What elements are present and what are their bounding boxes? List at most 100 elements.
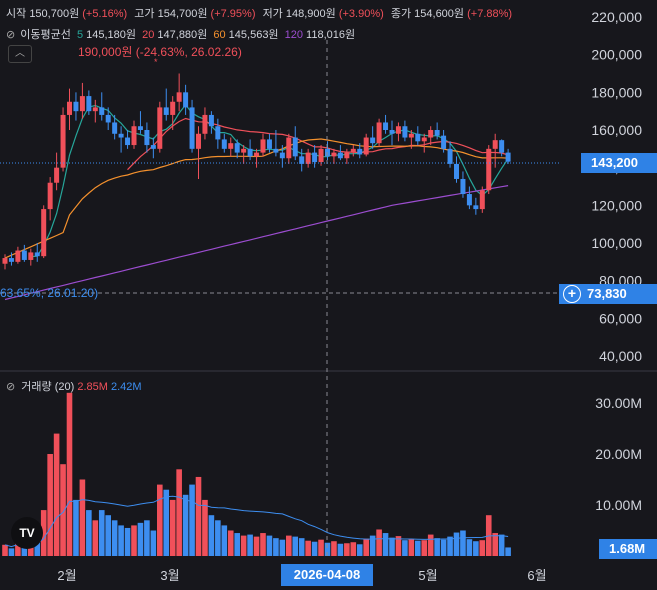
low-annotation: 63.65%, 26.01.20) bbox=[0, 286, 99, 300]
price-tick-label: 40,000 bbox=[599, 348, 642, 364]
volume-bar bbox=[408, 539, 415, 556]
candle-body bbox=[234, 143, 240, 153]
volume-bar bbox=[86, 510, 92, 556]
ma5-value: 145,180원 bbox=[86, 29, 137, 41]
close-value: 154,600원 bbox=[414, 8, 465, 20]
volume-bar bbox=[395, 536, 402, 556]
candle-body bbox=[105, 114, 111, 123]
candle-body bbox=[41, 209, 47, 257]
add-alert-icon[interactable]: + bbox=[563, 285, 581, 303]
volume-ma-line bbox=[4, 495, 509, 548]
candle-body bbox=[144, 130, 150, 146]
volume-tick-label: 10.00M bbox=[595, 497, 642, 513]
candle-body bbox=[8, 258, 14, 262]
volume-bar bbox=[305, 540, 311, 556]
volume-bar bbox=[492, 533, 498, 556]
time-tick-label: 5월 bbox=[418, 568, 437, 583]
ma60-period: 60 bbox=[213, 29, 226, 41]
candle-body bbox=[189, 107, 195, 149]
candle-body bbox=[318, 148, 324, 163]
volume-bar bbox=[260, 533, 266, 556]
candle-body bbox=[183, 92, 189, 108]
volume-bar bbox=[356, 544, 363, 556]
volume-bar bbox=[144, 520, 150, 556]
volume-bar bbox=[221, 525, 228, 556]
volume-bar bbox=[182, 494, 189, 556]
volume-bar bbox=[318, 539, 324, 556]
volume-bar bbox=[363, 538, 369, 556]
candle-body bbox=[21, 250, 27, 260]
ma20-value: 147,880원 bbox=[157, 29, 208, 41]
volume-bar bbox=[466, 539, 473, 556]
volume-value-2: 2.42M bbox=[110, 381, 142, 393]
volume-bar bbox=[415, 540, 421, 556]
candle-body bbox=[137, 126, 143, 130]
tradingview-logo[interactable]: TV bbox=[11, 517, 43, 549]
candle-body bbox=[99, 107, 105, 115]
candle-body bbox=[486, 148, 492, 191]
volume-bar bbox=[421, 540, 428, 556]
eye-icon[interactable]: ⊘ bbox=[6, 381, 16, 393]
low-price-value: 73,830 bbox=[587, 286, 627, 301]
candle-body bbox=[292, 137, 298, 157]
volume-bar bbox=[460, 530, 466, 556]
volume-bar bbox=[66, 392, 73, 556]
candle-body bbox=[208, 114, 214, 127]
volume-title: 거래량 (20) bbox=[21, 381, 75, 393]
open-pct: (+5.16%) bbox=[82, 8, 128, 20]
low-price-tag: +73,830 bbox=[559, 284, 657, 304]
price-tick-label: 200,000 bbox=[591, 47, 642, 63]
ma120-value: 118,016원 bbox=[306, 29, 356, 41]
close-pct: (+7.88%) bbox=[467, 8, 513, 20]
volume-bar bbox=[21, 543, 28, 556]
chevron-up-icon: ︿ bbox=[15, 48, 25, 59]
volume-bar bbox=[98, 510, 105, 556]
volume-bar bbox=[28, 545, 34, 556]
volume-bar bbox=[195, 476, 202, 556]
candle-body bbox=[2, 258, 8, 264]
volume-bar bbox=[176, 469, 182, 556]
open-value: 150,700원 bbox=[29, 8, 80, 20]
low-label: 저가 bbox=[262, 8, 283, 20]
candle-body bbox=[163, 107, 169, 115]
time-axis: 2월 3월 5월 6월 bbox=[57, 568, 546, 583]
volume-bar bbox=[47, 454, 53, 556]
candle-body bbox=[305, 152, 311, 164]
eye-off-icon[interactable]: ⊘ bbox=[6, 29, 16, 41]
volume-bar bbox=[124, 527, 131, 556]
close-label: 종가 bbox=[390, 8, 412, 20]
volume-bar bbox=[34, 538, 41, 556]
volume-bar bbox=[402, 540, 408, 556]
volume-bar bbox=[376, 529, 382, 556]
time-tick-label: 3월 bbox=[160, 568, 179, 583]
candle-body bbox=[60, 114, 66, 168]
volume-bar bbox=[266, 535, 273, 556]
volume-bar bbox=[498, 534, 505, 556]
volume-bar bbox=[111, 520, 118, 556]
volume-bar bbox=[240, 535, 247, 556]
volume-bar bbox=[298, 538, 305, 556]
volume-bar bbox=[157, 484, 163, 556]
candle-body bbox=[383, 122, 389, 130]
crosshair-date-tag: 2026-04-08 bbox=[281, 564, 373, 586]
candle-body bbox=[415, 133, 421, 142]
candle-body bbox=[370, 137, 376, 144]
candle-body bbox=[15, 250, 21, 262]
high-marker: * bbox=[154, 57, 158, 67]
volume-bar bbox=[447, 536, 453, 556]
ma5-period: 5 bbox=[76, 29, 84, 41]
volume-bar bbox=[324, 542, 331, 556]
candle-body bbox=[299, 156, 305, 164]
price-tick-label: 100,000 bbox=[591, 235, 642, 251]
volume-bar bbox=[434, 538, 440, 556]
volume-bar bbox=[105, 515, 111, 556]
candle-body bbox=[331, 152, 337, 157]
volume-bar bbox=[505, 547, 511, 556]
high-pct: (+7.95%) bbox=[210, 8, 256, 20]
candle-body bbox=[402, 126, 408, 138]
volume-bar bbox=[331, 541, 337, 556]
ma-title: 이동평균선 bbox=[20, 29, 71, 41]
collapse-button[interactable]: ︿ bbox=[8, 45, 32, 63]
candle-body bbox=[86, 96, 92, 112]
open-label: 시작 bbox=[6, 8, 27, 20]
